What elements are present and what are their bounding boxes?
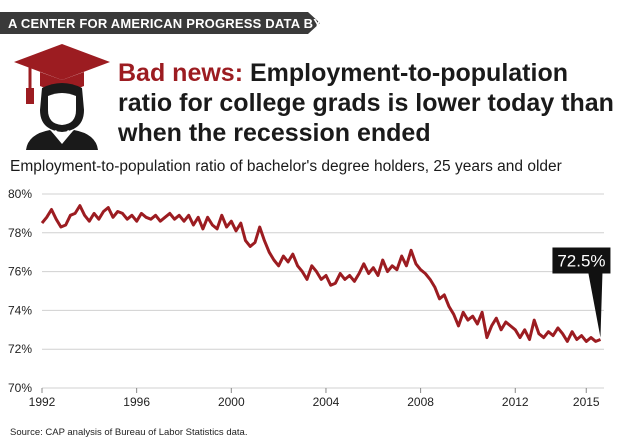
annotation-group: 72.5% [552,247,611,338]
x-tick-label: 2015 [573,395,600,409]
cap-board [14,44,110,80]
x-tick-label: 2008 [407,395,434,409]
series-group [40,204,602,343]
y-tick-label: 70% [8,381,32,395]
x-tick-label: 1996 [123,395,150,409]
x-tick-label: 2000 [218,395,245,409]
x-tick-label: 2012 [502,395,529,409]
y-tick-label: 80% [8,187,32,201]
x-axis-ticks: 1992 1996 2000 2004 2008 2012 2015 [29,388,600,409]
headline-lead: Bad news: [118,59,244,87]
annotation-box [552,247,611,274]
y-tick-label: 76% [8,265,32,279]
shoulders [26,130,98,150]
x-tick-label: 2004 [313,395,340,409]
annotation-label: 72.5% [557,252,605,271]
chart-title: Employment-to-population ratio of bachel… [10,158,562,175]
headline-text: Employment-to-population ratio for colle… [118,59,614,147]
source-note: Source: CAP analysis of Bureau of Labor … [10,427,248,438]
y-tick-label: 74% [8,303,32,317]
y-tick-label: 78% [8,226,32,240]
gridlines [42,193,604,389]
collar [52,130,72,144]
banner-notch [308,12,320,34]
headline: Bad news: Employment-to-population ratio… [118,58,618,148]
y-tick-label: 72% [8,342,32,356]
cap-tassel [26,88,34,104]
banner-text: A CENTER FOR AMERICAN PROGRESS DATA BYTE [8,16,340,31]
annotation-pointer [588,273,603,338]
y-axis-ticks: 70% 72% 74% 76% 78% 80% [8,187,32,395]
series-line [40,204,602,343]
head-face [48,93,76,125]
x-tick-label: 1992 [29,395,56,409]
graduate-cap-icon [14,44,110,150]
banner [0,12,308,34]
line-chart: 70% 72% 74% 76% 78% 80% 1992 1996 2000 2004 2008 2… [8,187,611,409]
